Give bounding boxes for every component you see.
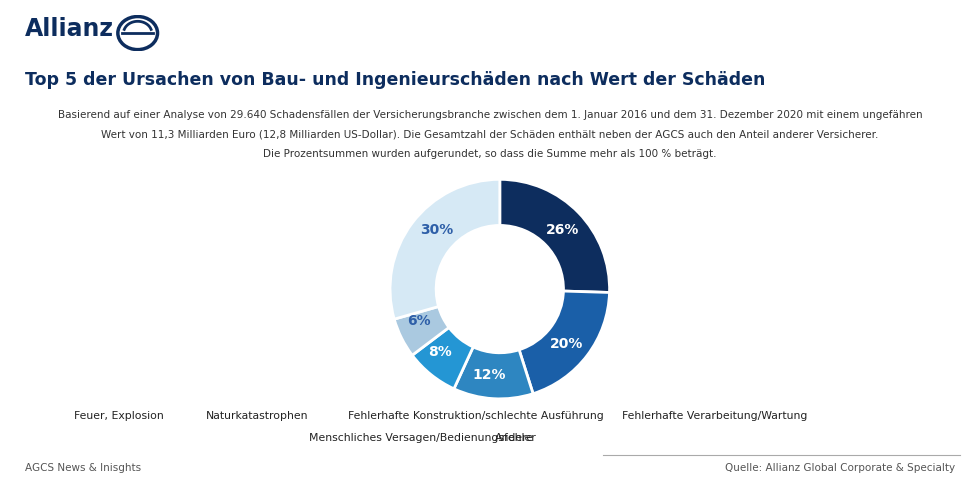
Wedge shape <box>500 179 610 293</box>
Wedge shape <box>519 291 610 393</box>
Text: 30%: 30% <box>420 223 453 237</box>
Wedge shape <box>413 327 473 389</box>
Text: Allianz: Allianz <box>24 17 114 41</box>
Wedge shape <box>454 347 533 399</box>
Wedge shape <box>394 307 449 355</box>
Text: Quelle: Allianz Global Corporate & Specialty: Quelle: Allianz Global Corporate & Speci… <box>725 463 956 473</box>
Text: Andere: Andere <box>495 433 534 443</box>
Text: Basierend auf einer Analyse von 29.640 Schadensfällen der Versicherungsbranche z: Basierend auf einer Analyse von 29.640 S… <box>58 110 922 120</box>
Text: Fehlerhafte Verarbeitung/Wartung: Fehlerhafte Verarbeitung/Wartung <box>622 411 808 420</box>
Text: 6%: 6% <box>408 314 431 328</box>
Text: 8%: 8% <box>428 345 453 359</box>
Text: Naturkatastrophen: Naturkatastrophen <box>206 411 309 420</box>
Text: AGCS News & Inisghts: AGCS News & Inisghts <box>24 463 140 473</box>
Wedge shape <box>390 179 500 319</box>
Text: 20%: 20% <box>550 338 583 351</box>
Text: Wert von 11,3 Milliarden Euro (12,8 Milliarden US-Dollar). Die Gesamtzahl der Sc: Wert von 11,3 Milliarden Euro (12,8 Mill… <box>101 130 879 140</box>
Text: Fehlerhafte Konstruktion/schlechte Ausführung: Fehlerhafte Konstruktion/schlechte Ausfü… <box>348 411 604 420</box>
Text: 26%: 26% <box>546 223 580 237</box>
Text: Die Prozentsummen wurden aufgerundet, so dass die Summe mehr als 100 % beträgt.: Die Prozentsummen wurden aufgerundet, so… <box>264 149 716 159</box>
Text: 12%: 12% <box>472 368 506 382</box>
Text: Feuer, Explosion: Feuer, Explosion <box>74 411 164 420</box>
Text: Menschliches Versagen/Bedienungsfehler: Menschliches Versagen/Bedienungsfehler <box>309 433 535 443</box>
Text: Top 5 der Ursachen von Bau- und Ingenieurschäden nach Wert der Schäden: Top 5 der Ursachen von Bau- und Ingenieu… <box>24 71 764 89</box>
